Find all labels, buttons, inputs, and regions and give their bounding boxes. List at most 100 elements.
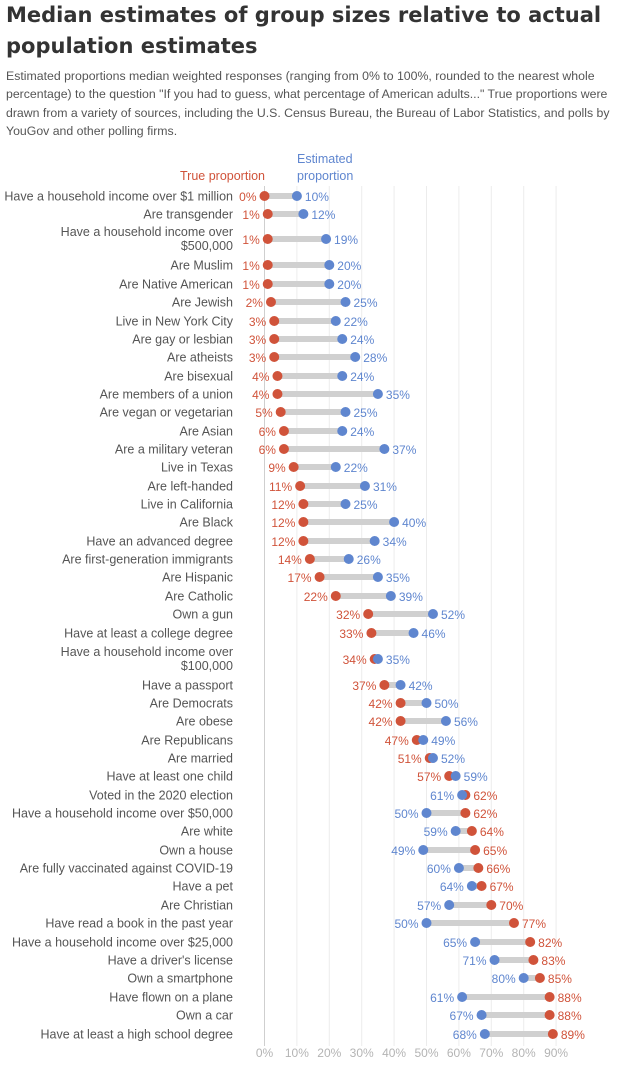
estimated-proportion-dot xyxy=(330,462,341,472)
chart-row: Have a household income over$100,000 34% 3… xyxy=(61,645,411,673)
true-proportion-dot xyxy=(544,992,555,1002)
x-tick-label: 10% xyxy=(285,1046,309,1060)
true-value-label: 17% xyxy=(288,571,312,585)
true-proportion-dot xyxy=(269,334,280,344)
true-proportion-dot xyxy=(272,389,283,399)
estimated-proportion-dot xyxy=(427,609,438,619)
estimated-proportion-dot xyxy=(466,881,477,891)
true-value-label: 82% xyxy=(538,936,562,950)
category-label: Have an advanced degree xyxy=(86,535,233,549)
true-value-label: 6% xyxy=(259,425,277,439)
estimated-value-label: 60% xyxy=(427,862,451,876)
estimated-value-label: 12% xyxy=(311,208,335,222)
x-tick-label: 80% xyxy=(512,1046,536,1060)
x-tick-label: 60% xyxy=(447,1046,471,1060)
category-label: Have a household income over $50,000 xyxy=(12,807,233,821)
true-value-label: 51% xyxy=(398,752,422,766)
estimated-value-label: 42% xyxy=(409,679,433,693)
chart-row: Have a passport 37% 42% xyxy=(142,679,433,694)
chart-row: Have at least a high school degree 89% 68% xyxy=(41,1028,586,1043)
true-value-label: 4% xyxy=(252,370,270,384)
true-value-label: 4% xyxy=(252,388,270,402)
estimated-proportion-dot xyxy=(330,316,341,326)
estimated-value-label: 35% xyxy=(386,653,410,667)
estimated-value-label: 39% xyxy=(399,590,423,604)
estimated-value-label: 80% xyxy=(492,972,516,986)
chart-row: Are Christian 70% 57% xyxy=(161,899,524,914)
chart-row: Are vegan or vegetarian 5% 25% xyxy=(100,406,378,421)
estimated-proportion-dot xyxy=(359,481,370,491)
estimated-value-label: 64% xyxy=(440,880,464,894)
chart-row: Have a household income over $50,000 62% 5… xyxy=(12,807,498,822)
estimated-proportion-dot xyxy=(324,279,335,289)
estimated-value-label: 25% xyxy=(354,296,378,310)
estimated-value-label: 61% xyxy=(430,991,454,1005)
true-value-label: 77% xyxy=(522,917,546,931)
category-label: Live in Texas xyxy=(161,461,233,475)
true-value-label: 57% xyxy=(417,770,441,784)
category-label: $100,000 xyxy=(181,659,233,673)
chart-subtitle: Estimated proportions median weighted re… xyxy=(6,69,610,139)
x-tick-label: 70% xyxy=(479,1046,503,1060)
category-label: Have at least one child xyxy=(107,770,234,784)
estimated-proportion-dot xyxy=(418,735,429,745)
true-value-label: 3% xyxy=(249,333,267,347)
true-value-label: 1% xyxy=(242,208,260,222)
true-proportion-dot xyxy=(314,572,325,582)
chart-row: Are bisexual 4% 24% xyxy=(164,370,374,385)
estimated-proportion-dot xyxy=(389,517,400,527)
true-proportion-dot xyxy=(508,918,519,928)
category-label: Are vegan or vegetarian xyxy=(100,406,233,420)
chart-row: Have at least one child 57% 59% xyxy=(107,770,488,785)
estimated-proportion-dot xyxy=(337,334,348,344)
true-proportion-dot xyxy=(470,845,481,855)
true-proportion-dot xyxy=(262,260,273,270)
estimated-value-label: 61% xyxy=(430,789,454,803)
x-tick-label: 50% xyxy=(414,1046,438,1060)
true-value-label: 3% xyxy=(249,315,267,329)
estimated-value-label: 25% xyxy=(354,498,378,512)
true-value-label: 42% xyxy=(369,697,393,711)
category-label: Have a pet xyxy=(173,880,234,894)
true-proportion-dot xyxy=(272,371,283,381)
category-label: Are Catholic xyxy=(165,590,233,604)
true-value-label: 5% xyxy=(255,406,273,420)
category-label: Have a driver's license xyxy=(108,954,233,968)
estimated-proportion-dot xyxy=(291,191,302,201)
estimated-proportion-dot xyxy=(340,297,351,307)
chart-row: Are transgender 1% 12% xyxy=(143,208,335,223)
category-label: Own a smartphone xyxy=(127,972,233,986)
estimated-value-label: 59% xyxy=(424,825,448,839)
estimated-value-label: 24% xyxy=(350,425,374,439)
estimated-proportion-dot xyxy=(337,371,348,381)
estimated-value-label: 59% xyxy=(464,770,488,784)
true-value-label: 12% xyxy=(271,516,295,530)
legend-estimated-proportion: Estimated proportion xyxy=(297,152,356,183)
chart-row: Have flown on a plane 88% 61% xyxy=(109,991,582,1006)
chart-title: Median estimates of group sizes relative… xyxy=(6,3,602,58)
category-label: Are Native American xyxy=(119,278,233,292)
category-label: Are Christian xyxy=(161,899,233,913)
estimated-value-label: 52% xyxy=(441,608,465,622)
estimated-value-label: 50% xyxy=(394,917,418,931)
true-value-label: 0% xyxy=(239,190,257,204)
true-proportion-dot xyxy=(476,881,487,891)
true-value-label: 83% xyxy=(541,954,565,968)
true-value-label: 85% xyxy=(548,972,572,986)
true-value-label: 6% xyxy=(259,443,277,457)
chart-row: Are Muslim 1% 20% xyxy=(170,259,361,274)
estimated-proportion-dot xyxy=(298,209,309,219)
true-proportion-dot xyxy=(265,297,276,307)
estimated-proportion-dot xyxy=(457,992,468,1002)
true-value-label: 67% xyxy=(490,880,514,894)
true-proportion-dot xyxy=(262,234,273,244)
true-proportion-dot xyxy=(298,536,309,546)
true-value-label: 70% xyxy=(499,899,523,913)
estimated-value-label: 26% xyxy=(357,553,381,567)
true-value-label: 88% xyxy=(558,991,582,1005)
category-label: Own a car xyxy=(176,1009,233,1023)
chart-row: Are atheists 3% 28% xyxy=(167,351,388,366)
estimated-proportion-dot xyxy=(518,973,529,983)
true-proportion-dot xyxy=(544,1010,555,1020)
estimated-proportion-dot xyxy=(421,698,432,708)
